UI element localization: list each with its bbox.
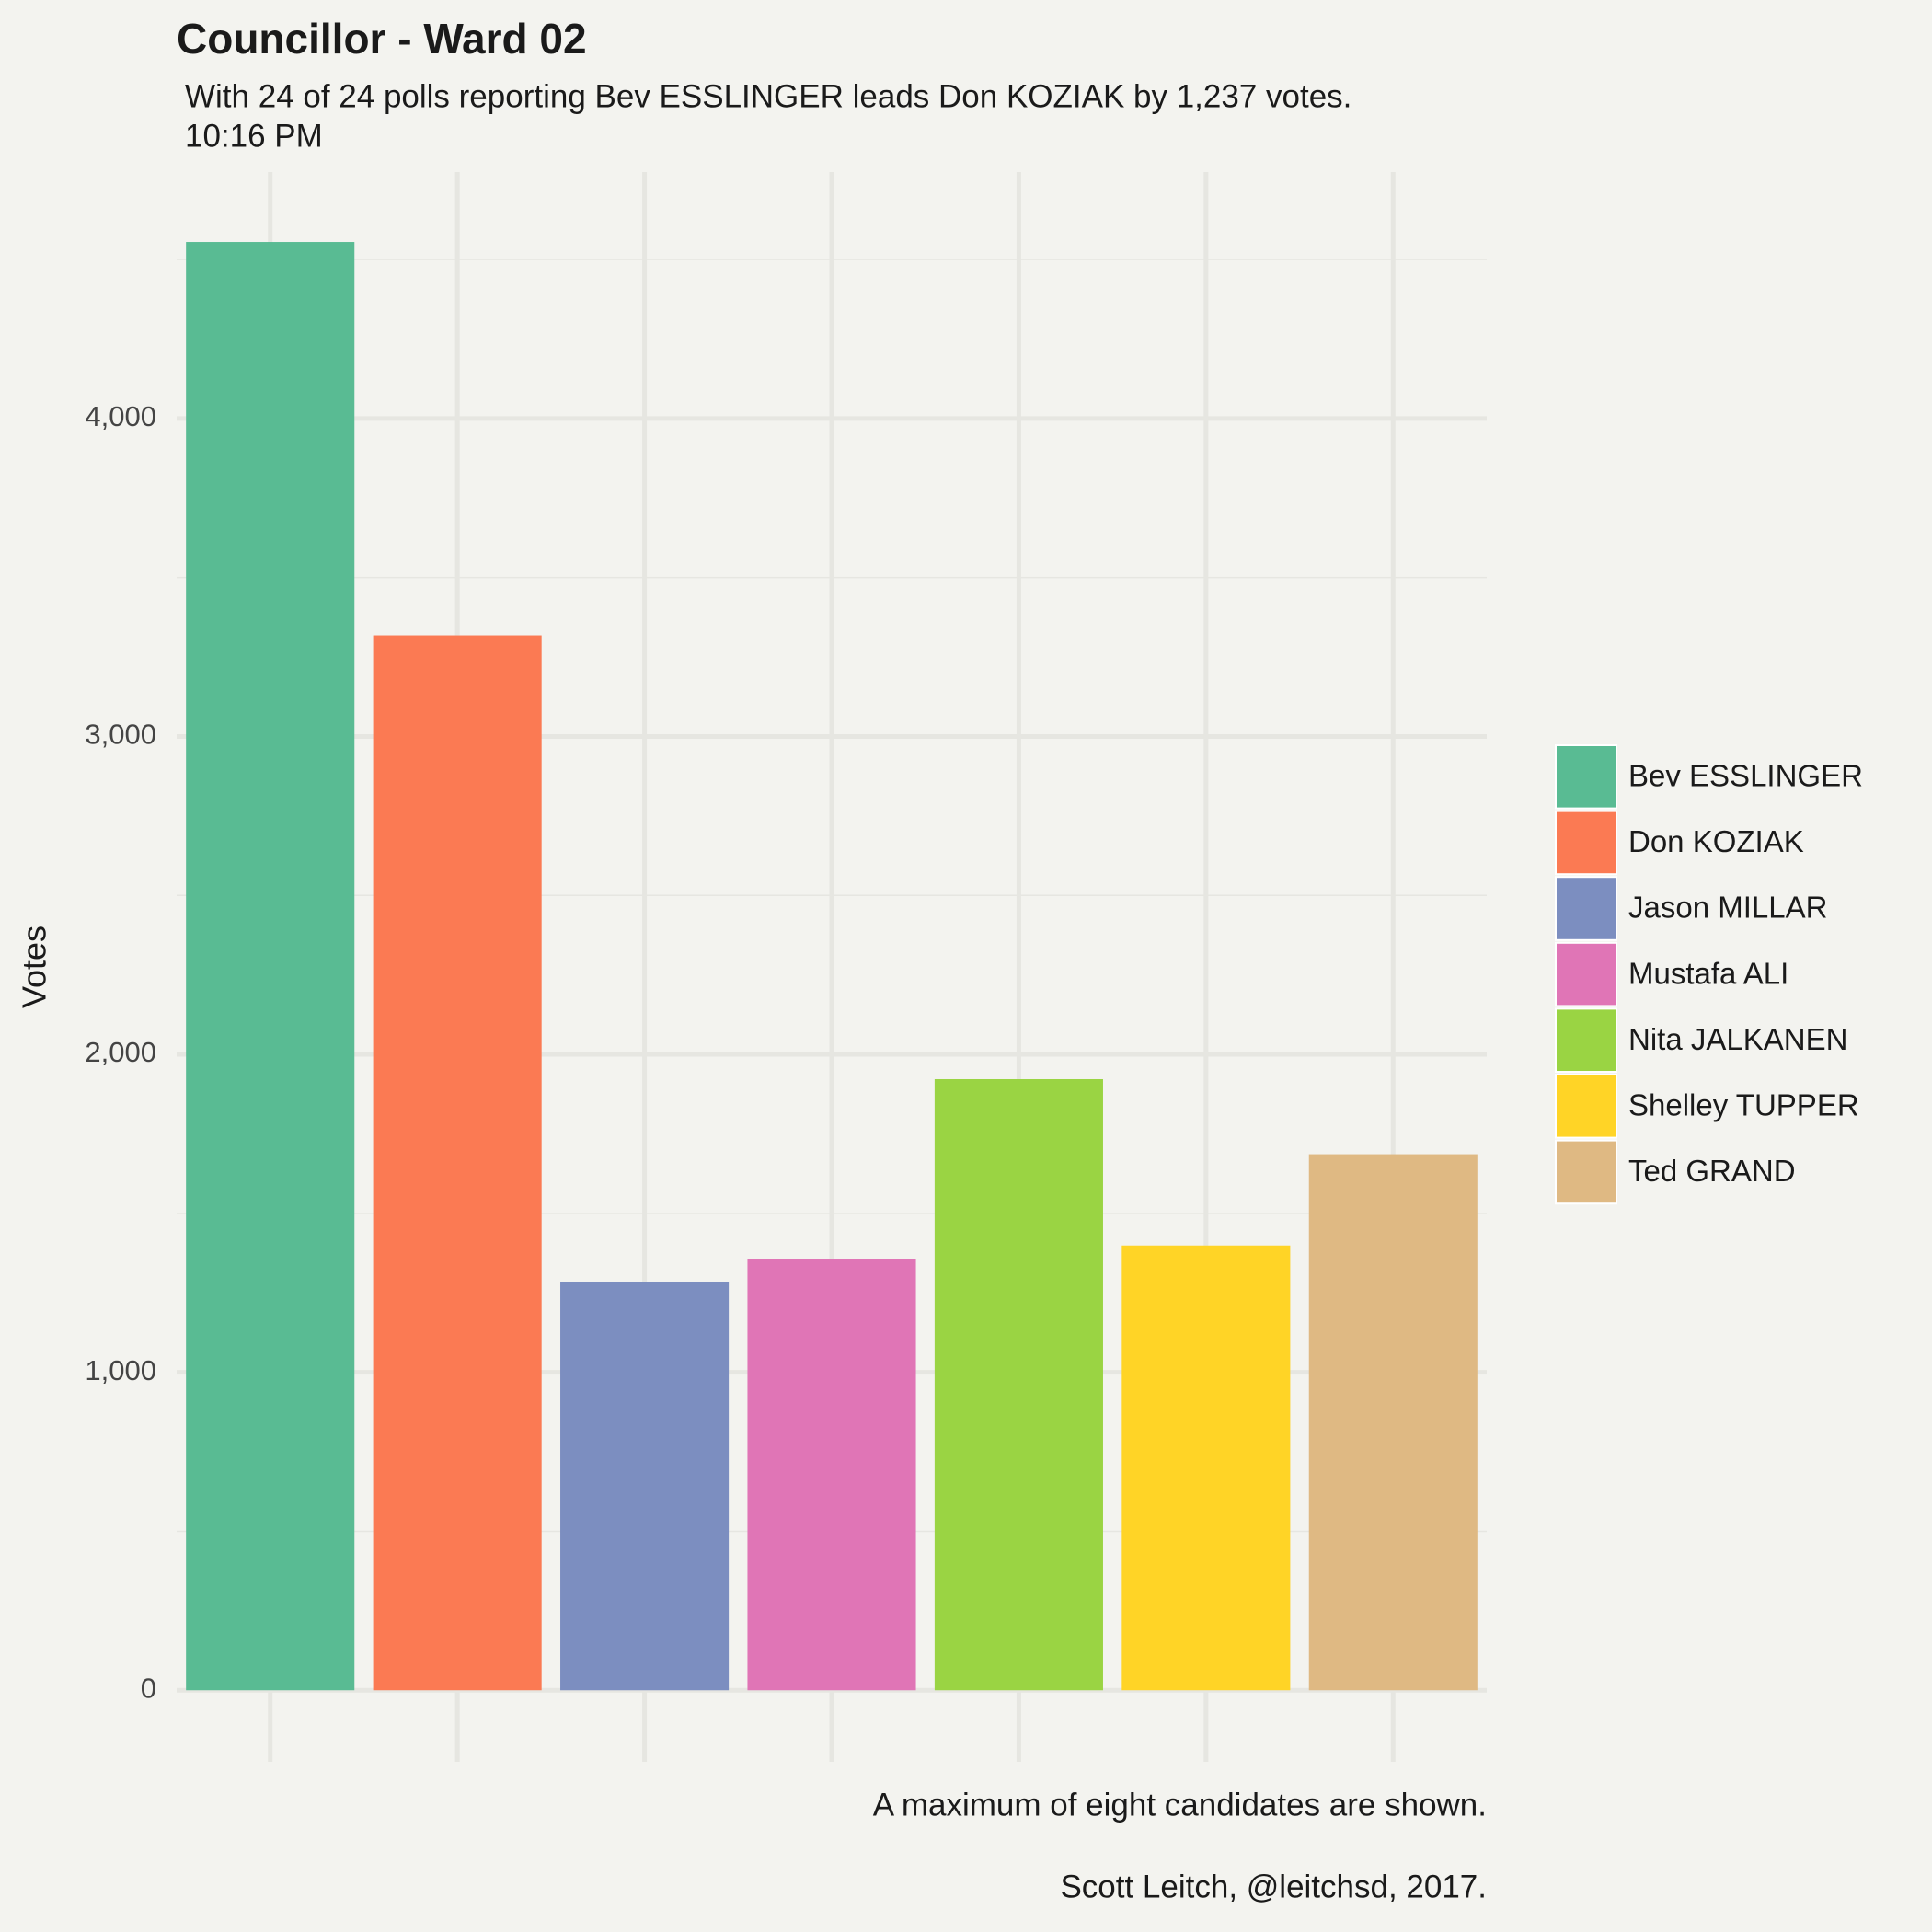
caption: A maximum of eight candidates are shown. [873,1787,1487,1823]
y-tick-label: 3,000 [85,719,156,751]
chart-title: Councillor - Ward 02 [177,15,587,63]
bar [1121,1245,1291,1691]
bar [186,242,355,1691]
legend-label: Don KOZIAK [1628,824,1804,858]
bar [747,1259,916,1691]
legend-key [1555,810,1617,876]
legend-key [1555,1074,1617,1139]
legend-key [1555,876,1617,941]
bar [560,1282,730,1691]
bar [373,635,542,1691]
legend-label: Jason MILLAR [1628,891,1827,925]
legend-label: Ted GRAND [1628,1154,1796,1188]
caption: Scott Leitch, @leitchsd, 2017. [1060,1869,1487,1904]
y-tick-label: 0 [141,1672,156,1704]
y-tick-label: 4,000 [85,400,156,432]
legend-key [1555,1007,1617,1074]
legend-key [1555,1139,1617,1205]
y-tick-label: 2,000 [85,1036,156,1068]
chart-subtitle: With 24 of 24 polls reporting Bev ESSLIN… [185,78,1351,114]
legend-label: Shelley TUPPER [1628,1088,1859,1122]
legend-label: Nita JALKANEN [1628,1022,1847,1056]
y-tick-label: 1,000 [85,1354,156,1386]
bar [934,1078,1103,1691]
legend-label: Bev ESSLINGER [1628,759,1863,793]
legend-key [1555,744,1617,810]
legend-key [1555,941,1617,1007]
y-axis-label: Votes [16,926,53,1008]
chart-subtitle: 10:16 PM [185,118,323,154]
bar [1308,1154,1478,1691]
legend-label: Mustafa ALI [1628,956,1788,990]
